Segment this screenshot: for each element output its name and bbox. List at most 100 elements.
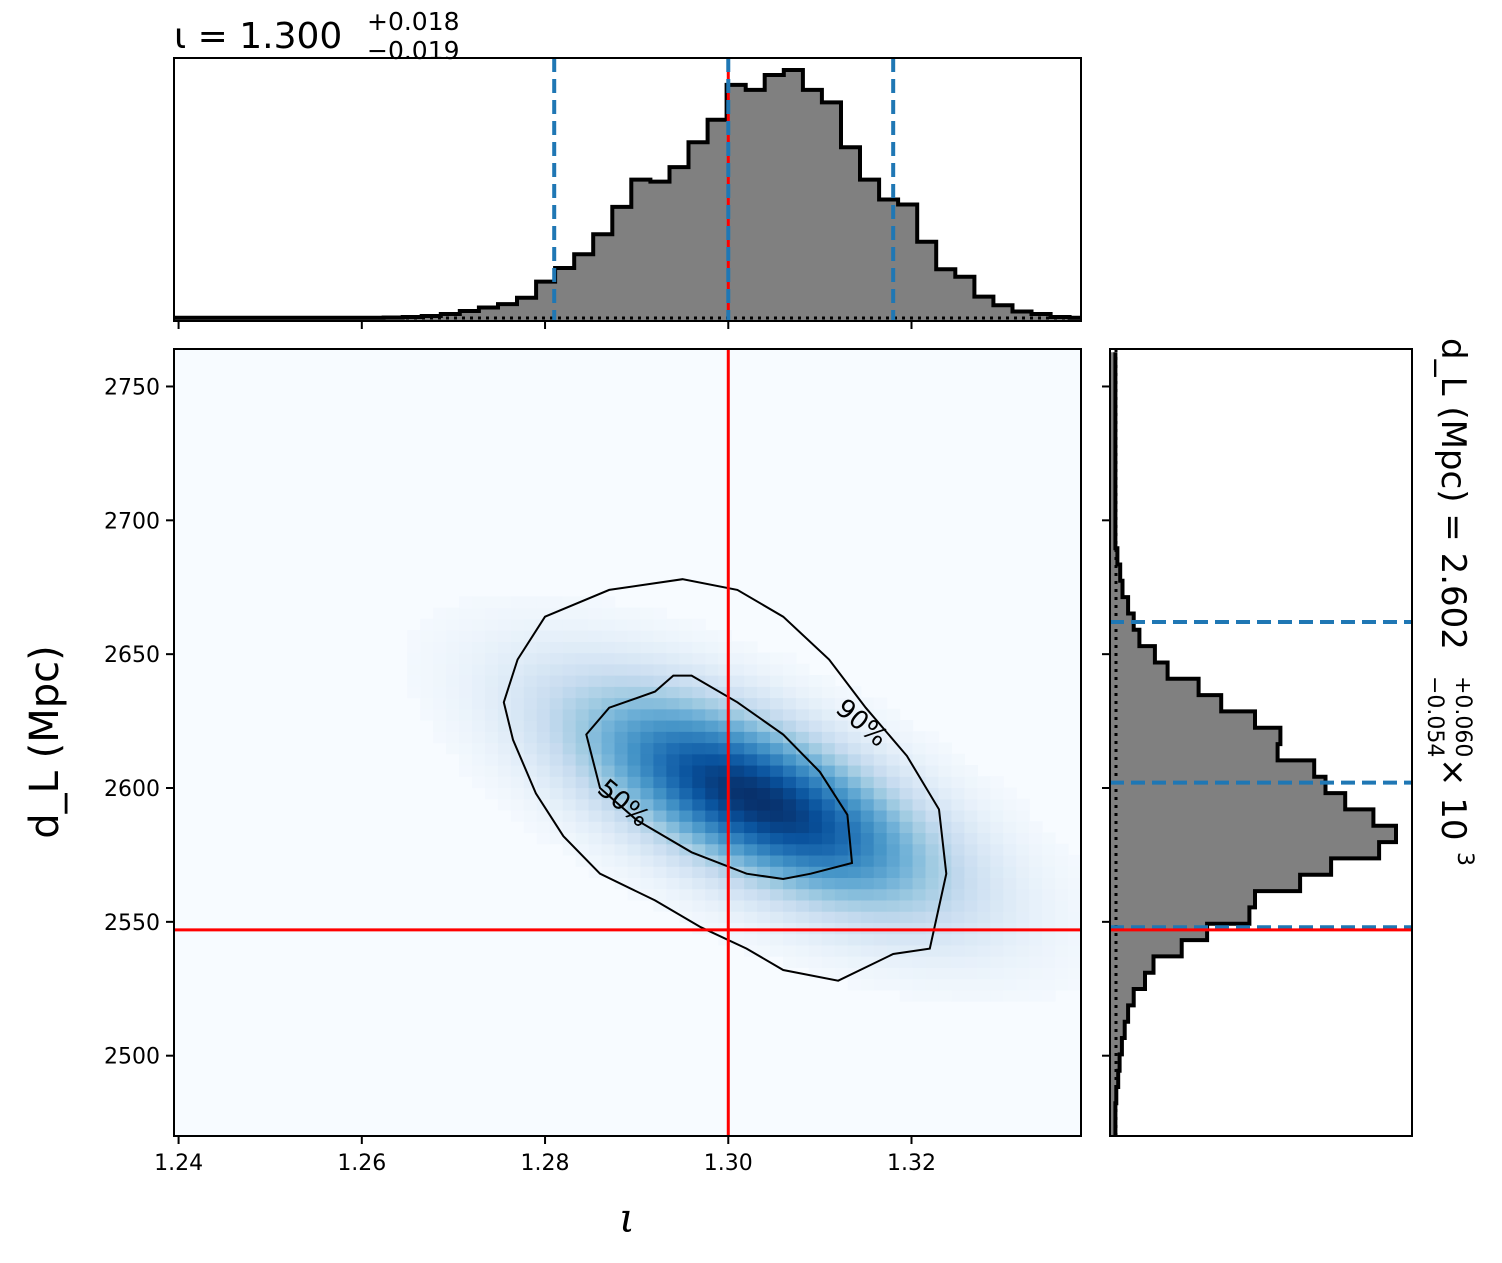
heatmap-cell <box>899 798 914 811</box>
heatmap-cell <box>938 787 953 800</box>
heatmap-cell <box>536 832 551 845</box>
heatmap-cell <box>1055 899 1069 912</box>
heatmap-cell <box>679 877 693 890</box>
heatmap-cell <box>575 596 590 609</box>
heatmap-cell <box>666 708 680 721</box>
heatmap-cell <box>795 753 810 766</box>
heatmap-cell <box>821 787 836 800</box>
heatmap-cell <box>718 888 732 901</box>
heatmap-cell <box>782 787 797 800</box>
heatmap-cell <box>1042 877 1056 890</box>
heatmap-cell <box>1016 989 1030 1002</box>
heatmap-cell <box>770 944 784 957</box>
heatmap-cell <box>536 652 551 665</box>
heatmap-cell <box>834 911 849 923</box>
heatmap-cell <box>821 933 836 946</box>
heatmap-cell <box>666 641 680 654</box>
heatmap-cell <box>744 753 758 766</box>
heatmap-cell <box>679 821 693 834</box>
heatmap-cell <box>614 607 629 620</box>
heatmap-cell <box>938 978 953 991</box>
heatmap-cell <box>860 944 875 957</box>
heatmap-cell <box>1042 832 1056 845</box>
heatmap-cell <box>757 787 771 800</box>
heatmap-cell <box>899 753 914 766</box>
heatmap-cell <box>459 675 473 687</box>
heatmap-cell <box>757 944 771 957</box>
heatmap-cell <box>549 630 564 642</box>
heatmap-cell <box>640 618 655 631</box>
heatmap-cell <box>860 809 875 822</box>
heatmap-cell <box>705 686 719 699</box>
heatmap-cell <box>808 967 823 980</box>
heatmap-cell <box>1055 854 1069 867</box>
heatmap-cell <box>951 843 965 856</box>
heatmap-cell <box>990 911 1004 923</box>
heatmap-cell <box>873 742 888 755</box>
heatmap-cell <box>588 742 603 755</box>
heatmap-cell <box>912 899 927 912</box>
heatmap-cell <box>964 866 978 879</box>
heatmap-cell <box>860 798 875 811</box>
heatmap-cell <box>536 821 551 834</box>
heatmap-cell <box>873 888 888 901</box>
heatmap-cell <box>640 843 655 856</box>
heatmap-cell <box>782 708 797 721</box>
heatmap-cell <box>718 821 732 834</box>
heatmap-cell <box>873 776 888 789</box>
heatmap-cell <box>1016 843 1030 856</box>
heatmap-cell <box>757 888 771 901</box>
heatmap-cell <box>731 843 745 856</box>
heatmap-cell <box>536 697 551 710</box>
heatmap-cell <box>653 753 667 766</box>
heatmap-cell <box>666 742 680 755</box>
heatmap-cell <box>472 618 486 631</box>
heatmap-cell <box>1029 899 1043 912</box>
heatmap-cell <box>744 866 758 879</box>
heatmap-cell <box>899 776 914 789</box>
heatmap-cell <box>718 641 732 654</box>
heatmap-cell <box>912 911 927 923</box>
heatmap-cell <box>834 776 849 789</box>
heatmap-cell <box>847 922 862 935</box>
heatmap-cell <box>523 764 538 777</box>
heatmap-cell <box>951 978 965 991</box>
heatmap-cell <box>795 731 810 744</box>
heatmap-cell <box>666 843 680 856</box>
heatmap-cell <box>1055 967 1069 980</box>
heatmap-cell <box>692 618 706 631</box>
heatmap-cell <box>731 652 745 665</box>
heatmap-cell <box>886 944 901 957</box>
heatmap-cell <box>964 798 978 811</box>
svg-text:+0.060: +0.060 <box>1450 676 1475 757</box>
heatmap-cell <box>679 731 693 744</box>
heatmap-cell <box>446 675 460 687</box>
heatmap-cell <box>523 596 538 609</box>
heatmap-cell <box>964 899 978 912</box>
iota-title-subscript: −0.019 <box>367 36 460 65</box>
heatmap-cell <box>1068 922 1081 935</box>
heatmap-cell <box>614 809 629 822</box>
heatmap-cell <box>601 596 616 609</box>
heatmap-cell <box>523 720 538 732</box>
heatmap-cell <box>614 742 629 755</box>
heatmap-cell <box>782 686 797 699</box>
heatmap-cell <box>834 933 849 946</box>
heatmap-cell <box>666 854 680 867</box>
heatmap-cell <box>834 899 849 912</box>
heatmap-cell <box>588 753 603 766</box>
heatmap-cell <box>770 708 784 721</box>
heatmap-cell <box>860 854 875 867</box>
heatmap-cell <box>614 866 629 879</box>
heatmap-cell <box>692 899 706 912</box>
heatmap-cell <box>886 877 901 890</box>
heatmap-cell <box>484 607 499 620</box>
heatmap-cell <box>497 708 512 721</box>
heatmap-cell <box>588 652 603 665</box>
heatmap-cell <box>821 967 836 980</box>
heatmap-cell <box>821 720 836 732</box>
heatmap-cell <box>847 888 862 901</box>
heatmap-cell <box>549 832 564 845</box>
heatmap-cell <box>497 686 512 699</box>
heatmap-cell <box>433 720 447 732</box>
